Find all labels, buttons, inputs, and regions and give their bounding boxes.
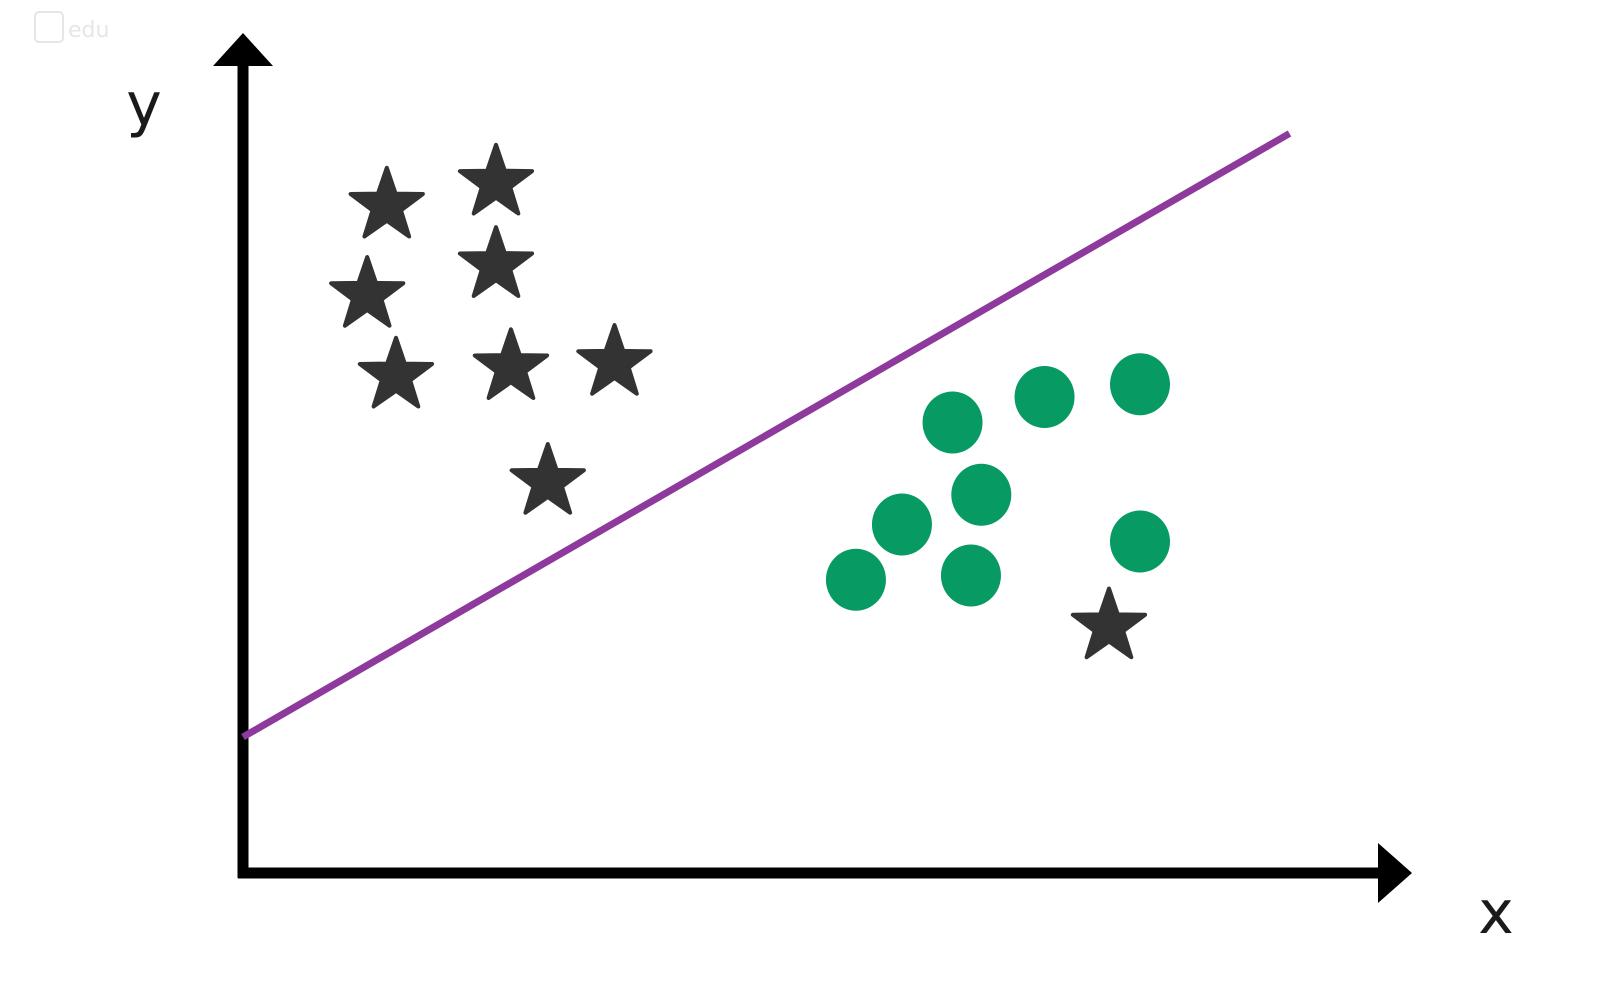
data-points	[329, 142, 1170, 660]
circle-point	[871, 493, 932, 556]
axes	[213, 33, 1412, 903]
circle-point	[1110, 510, 1170, 573]
circle-point	[825, 548, 886, 611]
star-point	[472, 327, 550, 400]
star-point	[457, 142, 535, 216]
circle-point	[940, 544, 1001, 607]
star-point	[1070, 586, 1148, 660]
star-point	[357, 335, 435, 409]
circle-point	[951, 463, 1012, 526]
star-point	[509, 442, 586, 515]
decision-boundary-line	[241, 130, 1292, 741]
x-axis-label: x	[1478, 878, 1514, 948]
circle-point	[1110, 353, 1170, 416]
star-point	[576, 323, 653, 396]
star-point	[348, 165, 425, 239]
x-axis-arrow-icon	[1378, 843, 1412, 903]
star-point	[457, 225, 535, 298]
star-point	[329, 255, 406, 328]
watermark-text: edu	[68, 18, 109, 43]
watermark: edu	[34, 11, 109, 43]
circle-point	[1014, 366, 1075, 428]
y-axis-arrow-icon	[213, 33, 273, 66]
watermark-icon	[34, 11, 64, 43]
y-axis-label: y	[126, 70, 162, 140]
circle-point	[922, 391, 983, 454]
